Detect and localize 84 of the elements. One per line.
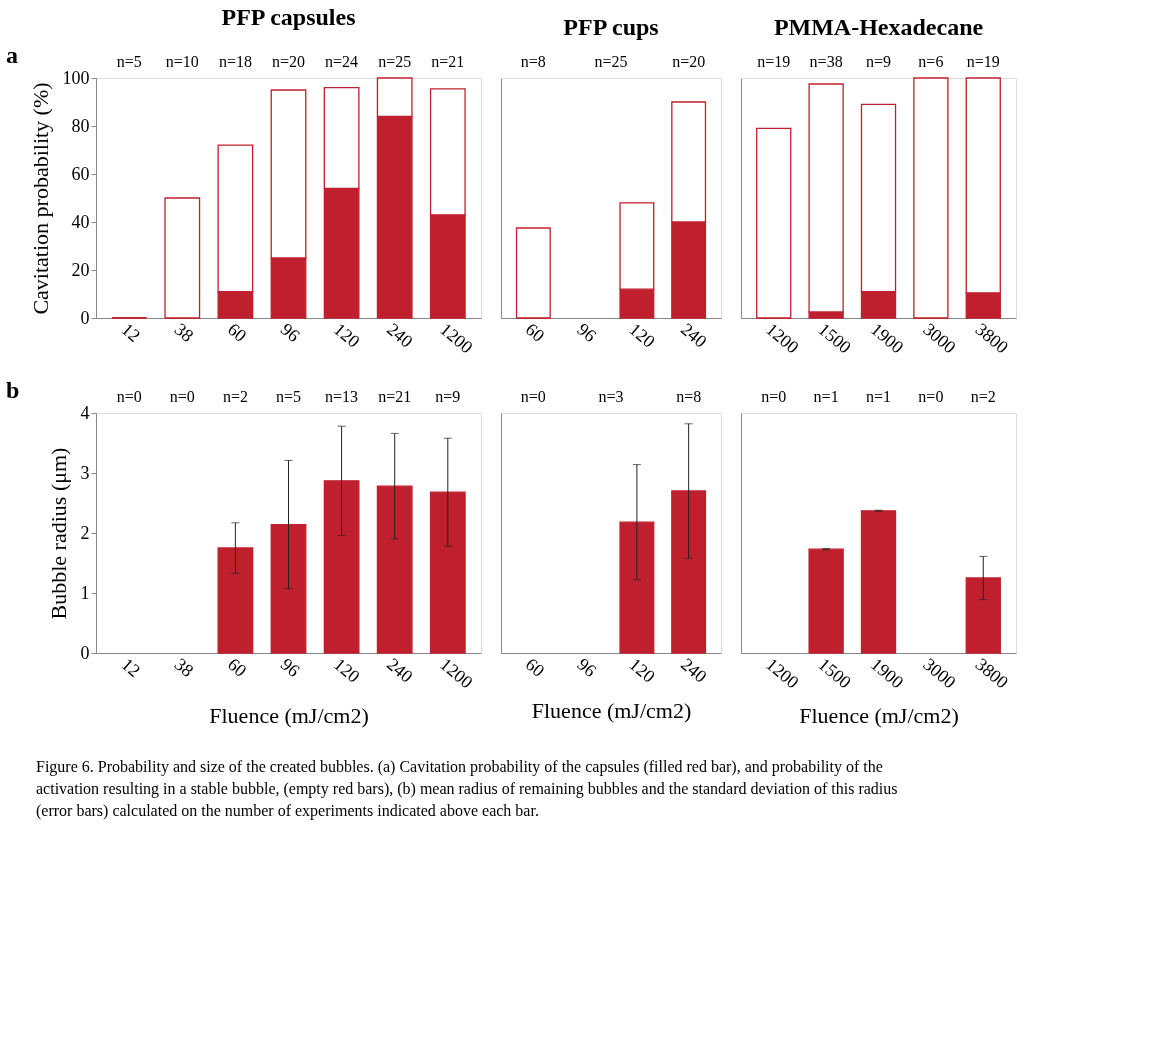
x-tick-label: 60	[223, 653, 251, 681]
chart-title: PFP cups	[563, 14, 659, 40]
x-tick-label: 1900	[866, 318, 908, 358]
y-tick-label: 0	[80, 642, 90, 663]
x-tick-label: 96	[276, 318, 304, 346]
text: n=10	[165, 53, 199, 70]
x-axis-title: Fluence (mJ/cm2)	[531, 697, 692, 723]
x-axis-title: Fluence (mJ/cm2)	[209, 703, 369, 729]
x-tick-label: 38	[170, 653, 198, 681]
y-axis-title: Bubble radius (μm)	[45, 447, 71, 620]
x-tick-label: 240	[677, 653, 711, 687]
text: n=9	[435, 388, 461, 405]
text: n=9	[865, 53, 892, 70]
x-tick-label: 1900	[866, 653, 908, 693]
text: n=21	[378, 388, 412, 405]
text: n=2	[222, 388, 248, 405]
text: n=20	[271, 53, 306, 70]
text: n=19	[757, 53, 791, 70]
x-tick-label: 3000	[919, 653, 960, 693]
y-tick-label: 40	[71, 211, 90, 232]
x-tick-label: 240	[677, 318, 711, 352]
chart-title: PFP capsules	[221, 4, 356, 30]
y-tick-label: 4	[80, 402, 90, 423]
text: a	[6, 42, 18, 68]
text: n=21	[431, 53, 465, 70]
text: n=0	[761, 388, 787, 405]
x-tick-label: 240	[383, 318, 417, 352]
text: b	[6, 377, 20, 403]
text: n=2	[970, 388, 996, 405]
x-tick-label: 120	[625, 653, 659, 687]
x-tick-label: 1200	[762, 318, 803, 358]
x-tick-label: 1200	[762, 653, 803, 693]
y-tick-label: 60	[71, 163, 90, 184]
x-tick-label: 96	[573, 653, 601, 681]
text: n=20	[672, 53, 706, 70]
text: n=8	[520, 53, 546, 70]
x-tick-label: 96	[573, 318, 601, 346]
x-tick-label: 96	[276, 653, 304, 681]
text: n=8	[676, 388, 702, 405]
text: n=5	[275, 388, 302, 405]
x-tick-label: 120	[330, 318, 364, 352]
text: n=5	[116, 53, 142, 70]
y-tick-label: 100	[62, 67, 90, 88]
text: n=1	[865, 388, 892, 405]
chart-title: PMMA-Hexadecane	[773, 14, 984, 40]
y-tick-label: 80	[71, 115, 90, 136]
x-axis-title: Fluence (mJ/cm2)	[799, 703, 959, 729]
x-tick-label: 3800	[971, 653, 1013, 693]
x-tick-label: 240	[383, 653, 417, 687]
y-tick-label: 20	[71, 259, 90, 280]
x-tick-label: 60	[521, 653, 549, 681]
y-tick-label: 2	[80, 522, 90, 543]
x-tick-label: 1500	[814, 318, 855, 358]
text: n=1	[813, 388, 839, 405]
text: n=3	[598, 388, 624, 405]
x-tick-label: 12	[117, 318, 145, 346]
x-tick-label: 60	[521, 318, 549, 346]
text: n=18	[218, 53, 252, 70]
x-tick-label: 1500	[814, 653, 855, 693]
text: n=13	[325, 388, 359, 405]
y-tick-label: 3	[80, 462, 90, 483]
text: n=0	[520, 388, 546, 405]
text: n=38	[809, 53, 843, 70]
x-tick-label: 60	[223, 318, 251, 346]
x-tick-label: 12	[117, 653, 145, 681]
y-tick-label: 0	[80, 307, 90, 328]
y-axis-title: Cavitation probability (%)	[27, 82, 53, 315]
text: n=25	[378, 53, 412, 70]
text: n=25	[594, 53, 628, 70]
text: n=19	[966, 53, 1000, 70]
text: n=0	[116, 388, 142, 405]
y-tick-label: 1	[80, 582, 90, 603]
text: n=24	[325, 53, 359, 70]
x-tick-label: 3000	[919, 318, 960, 358]
text: n=0	[918, 388, 944, 405]
x-tick-label: 120	[330, 653, 364, 687]
x-tick-label: 1200	[436, 318, 477, 358]
text: n=0	[169, 388, 195, 405]
x-tick-label: 1200	[436, 653, 477, 693]
text: n=6	[918, 53, 944, 70]
caption: Figure 6. Probability and size of the created bubbles. (a) Cavitation probability of the capsules (filled red bar), and probability of the activation resulting in a stable bubble, (empty red bars), (b) mean radius of remaining bubbles and the standard deviation of this radius (error bars) calculated on the number of experiments indicated above each bar.	[36, 758, 898, 820]
x-tick-label: 3800	[971, 318, 1013, 358]
x-tick-label: 120	[625, 318, 659, 352]
x-tick-label: 38	[170, 318, 198, 346]
